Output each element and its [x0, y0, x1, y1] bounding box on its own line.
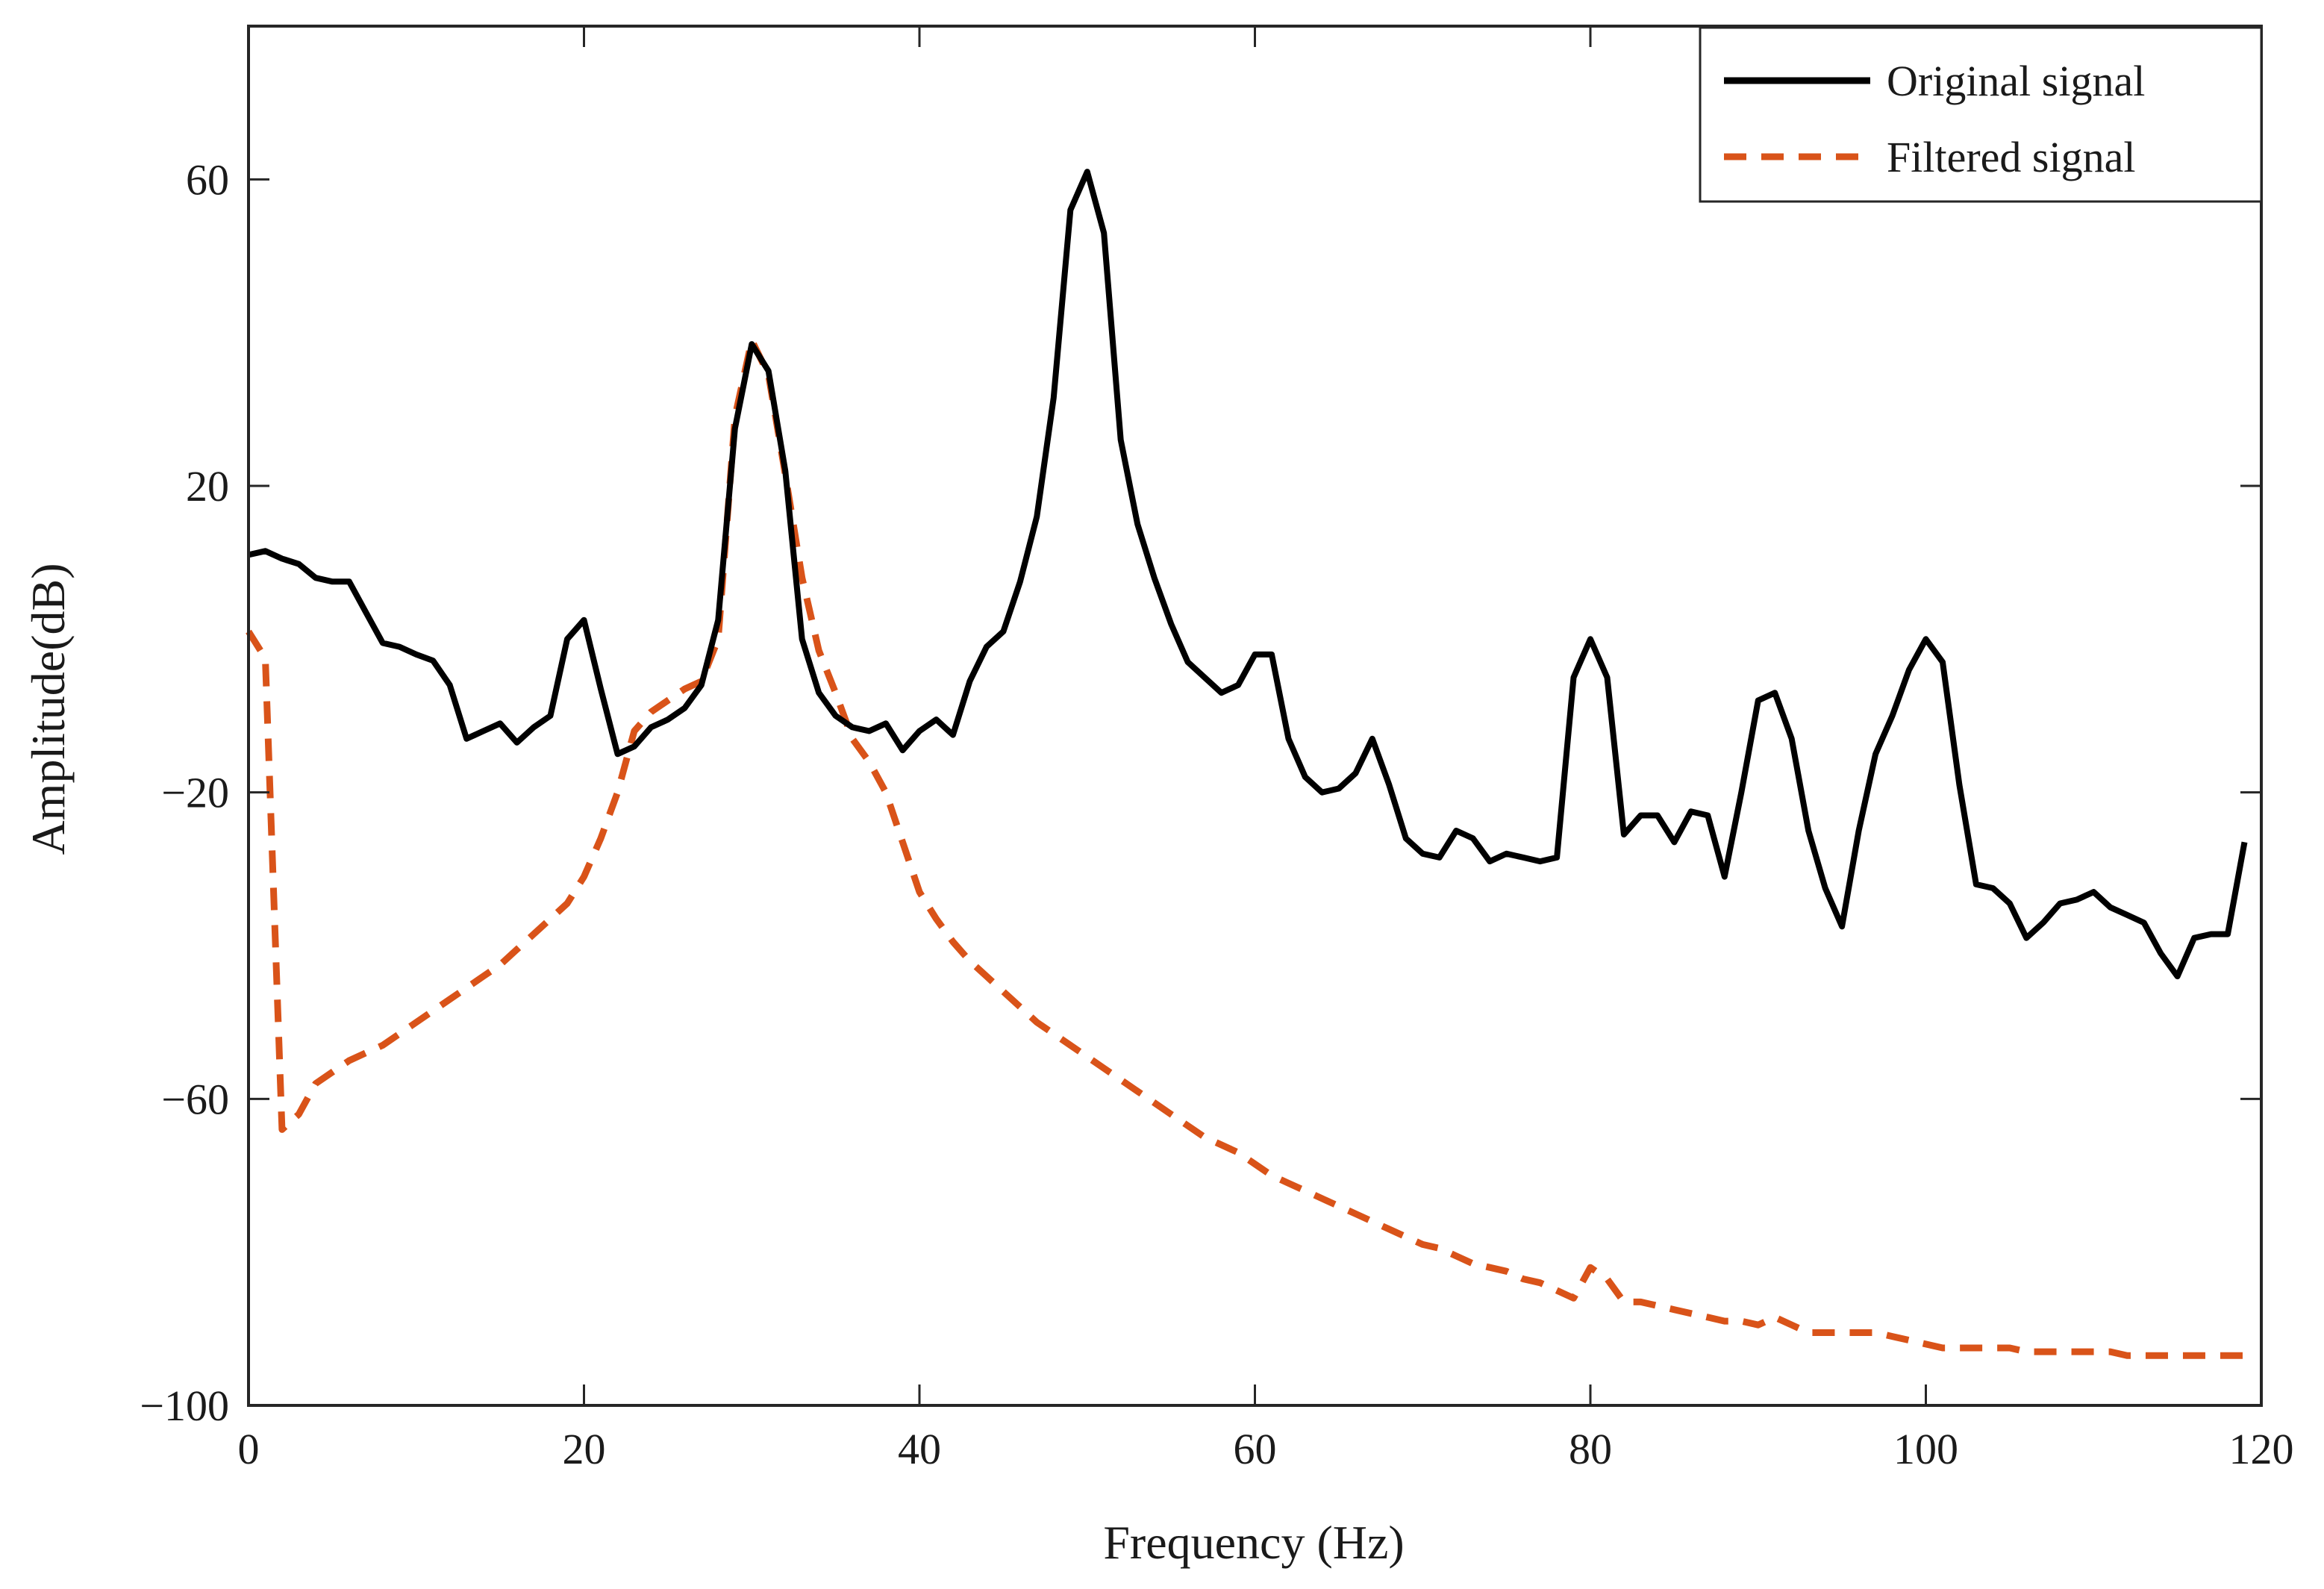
x-tick-label: 80 [1569, 1425, 1612, 1473]
y-axis-title: Amplitude(dB) [22, 563, 75, 855]
x-tick-label: 20 [563, 1425, 606, 1473]
series-line-original [248, 169, 2248, 980]
x-tick-label: 120 [2229, 1425, 2294, 1473]
axis-ticks: 0 20 40 60 80 100 120 −100 −60 −20 20 60 [140, 26, 2294, 1473]
y-tick-label: −60 [161, 1075, 229, 1123]
x-tick-label: 0 [238, 1425, 260, 1473]
legend-label-filtered: Filtered signal [1887, 133, 2135, 181]
plot-area [246, 169, 2248, 1359]
y-tick-label: −100 [140, 1382, 229, 1430]
x-tick-label: 40 [898, 1425, 941, 1473]
legend-box [1699, 26, 2263, 203]
x-tick-label: 100 [1893, 1425, 1958, 1473]
legend: Original signal Filtered signal [1699, 26, 2263, 203]
legend-label-original: Original signal [1887, 57, 2145, 105]
x-tick-label: 60 [1234, 1425, 1277, 1473]
x-axis-title: Frequency (Hz) [1103, 1516, 1404, 1569]
y-tick-label: −20 [161, 769, 229, 817]
series-line-filtered [246, 337, 2245, 1359]
plot-frame [247, 25, 2263, 1407]
y-tick-label: 60 [186, 155, 229, 204]
y-tick-label: 20 [186, 462, 229, 511]
